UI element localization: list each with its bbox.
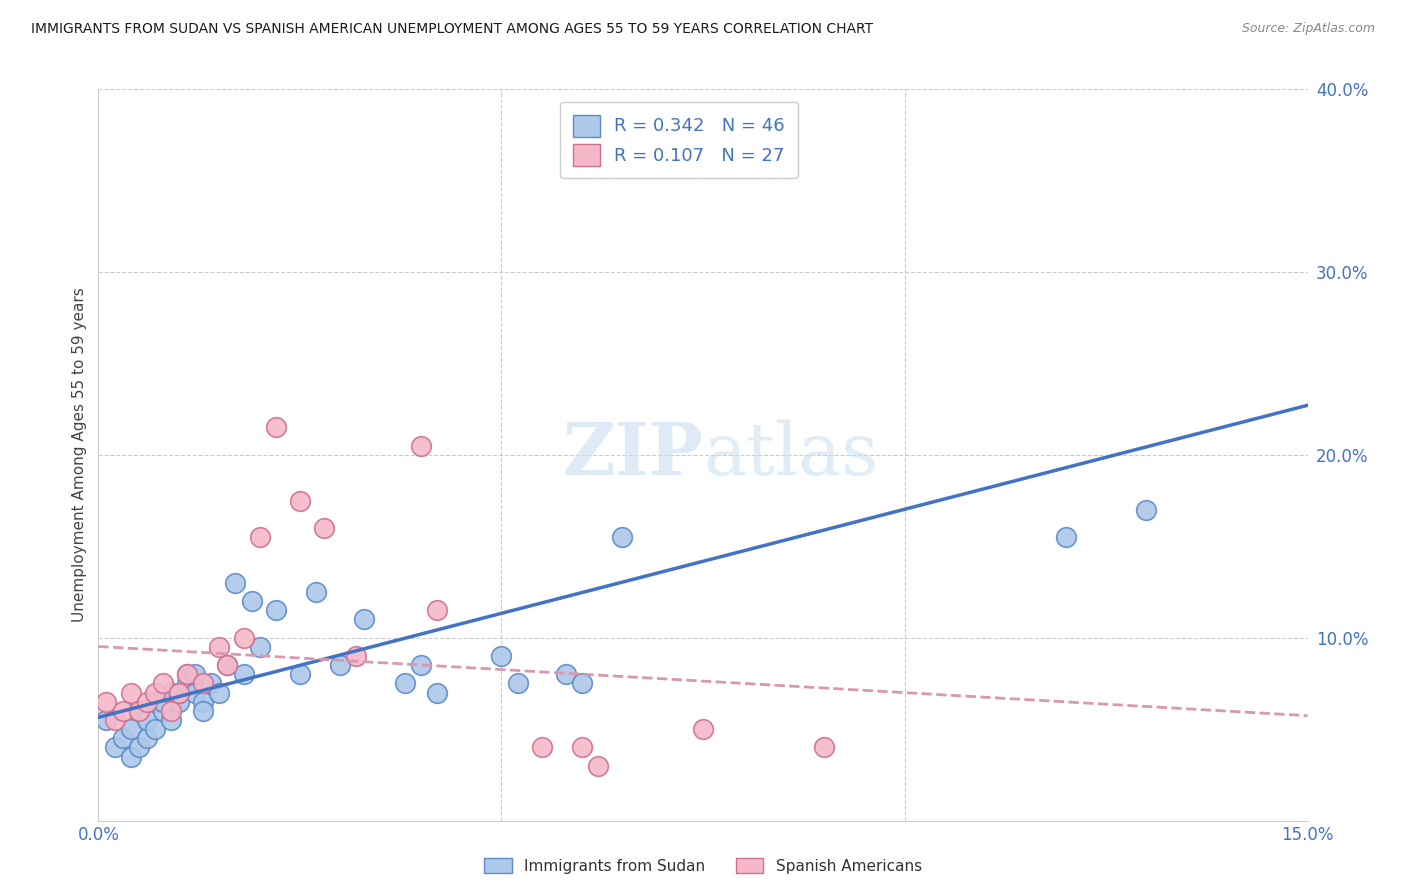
Text: IMMIGRANTS FROM SUDAN VS SPANISH AMERICAN UNEMPLOYMENT AMONG AGES 55 TO 59 YEARS: IMMIGRANTS FROM SUDAN VS SPANISH AMERICA… xyxy=(31,22,873,37)
Point xyxy=(264,603,287,617)
Point xyxy=(506,676,529,690)
Point xyxy=(305,585,328,599)
Y-axis label: Unemployment Among Ages 55 to 59 years: Unemployment Among Ages 55 to 59 years xyxy=(72,287,87,623)
Point xyxy=(152,704,174,718)
Point xyxy=(200,676,222,690)
Point xyxy=(288,493,311,508)
Point xyxy=(571,740,593,755)
Point xyxy=(217,658,239,673)
Point xyxy=(120,749,142,764)
Point xyxy=(409,439,432,453)
Point xyxy=(128,740,150,755)
Point xyxy=(571,676,593,690)
Point xyxy=(491,649,513,664)
Point xyxy=(208,686,231,700)
Point xyxy=(160,704,183,718)
Point xyxy=(193,695,215,709)
Point xyxy=(193,704,215,718)
Point xyxy=(176,667,198,681)
Point xyxy=(135,713,157,727)
Point xyxy=(426,603,449,617)
Point xyxy=(426,686,449,700)
Point xyxy=(143,686,166,700)
Point xyxy=(353,613,375,627)
Point xyxy=(612,530,634,544)
Point xyxy=(232,667,254,681)
Point xyxy=(111,704,134,718)
Point xyxy=(160,713,183,727)
Point xyxy=(651,155,673,169)
Point xyxy=(184,667,207,681)
Point xyxy=(344,649,367,664)
Point xyxy=(128,704,150,718)
Point xyxy=(329,658,352,673)
Point xyxy=(193,676,215,690)
Point xyxy=(240,594,263,608)
Point xyxy=(208,640,231,654)
Point xyxy=(555,667,578,681)
Point xyxy=(692,723,714,737)
Point xyxy=(128,704,150,718)
Point xyxy=(1054,530,1077,544)
Text: ZIP: ZIP xyxy=(562,419,703,491)
Point xyxy=(249,530,271,544)
Point xyxy=(143,695,166,709)
Point xyxy=(176,676,198,690)
Point xyxy=(813,740,835,755)
Point xyxy=(167,686,190,700)
Point xyxy=(135,731,157,746)
Point xyxy=(224,576,246,591)
Point xyxy=(586,758,609,772)
Point xyxy=(232,631,254,645)
Point xyxy=(184,686,207,700)
Point xyxy=(143,723,166,737)
Point xyxy=(167,695,190,709)
Point xyxy=(152,676,174,690)
Point xyxy=(530,740,553,755)
Point xyxy=(96,713,118,727)
Point xyxy=(394,676,416,690)
Point xyxy=(96,695,118,709)
Point xyxy=(120,686,142,700)
Point xyxy=(288,667,311,681)
Point xyxy=(167,686,190,700)
Legend: R = 0.342   N = 46, R = 0.107   N = 27: R = 0.342 N = 46, R = 0.107 N = 27 xyxy=(560,102,797,178)
Text: atlas: atlas xyxy=(703,419,879,491)
Point xyxy=(314,521,336,535)
Point xyxy=(120,723,142,737)
Point xyxy=(249,640,271,654)
Point xyxy=(176,667,198,681)
Point xyxy=(152,695,174,709)
Point xyxy=(103,713,125,727)
Point xyxy=(264,420,287,434)
Point xyxy=(1135,503,1157,517)
Point xyxy=(160,686,183,700)
Point xyxy=(103,740,125,755)
Text: Source: ZipAtlas.com: Source: ZipAtlas.com xyxy=(1241,22,1375,36)
Point xyxy=(409,658,432,673)
Point xyxy=(135,695,157,709)
Legend: Immigrants from Sudan, Spanish Americans: Immigrants from Sudan, Spanish Americans xyxy=(478,852,928,880)
Point xyxy=(217,658,239,673)
Point xyxy=(111,731,134,746)
